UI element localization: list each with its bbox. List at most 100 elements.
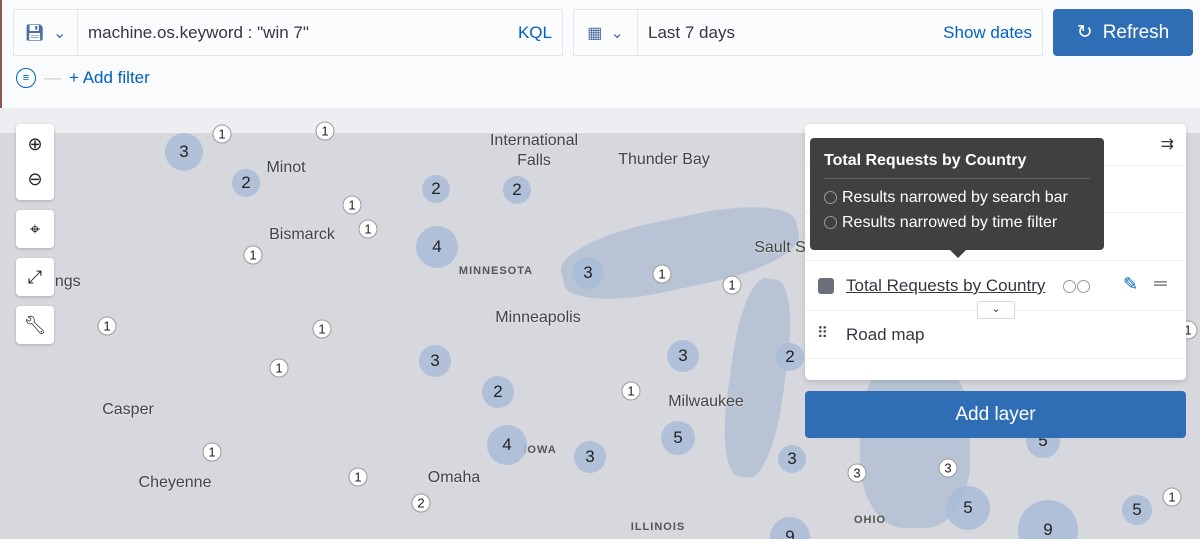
cluster-count[interactable]: 9	[1043, 520, 1053, 539]
save-icon: 💾︎	[24, 24, 45, 42]
cluster-count[interactable]: 3	[938, 458, 958, 478]
cluster-count[interactable]: 5	[673, 428, 683, 447]
cluster-circle[interactable]	[574, 441, 606, 473]
clock-icon	[824, 216, 837, 229]
cluster-count[interactable]: 2	[785, 347, 795, 366]
cluster-circle[interactable]	[776, 343, 804, 371]
city-label: Thunder Bay	[618, 151, 710, 168]
cluster-circle[interactable]	[946, 486, 990, 530]
cluster-count[interactable]: 1	[652, 264, 672, 284]
city-label: International	[489, 132, 579, 149]
cluster-circle[interactable]	[487, 425, 527, 465]
layer-name[interactable]: Total Requests by Country	[846, 276, 1046, 295]
tooltip-line: Results narrowed by time filter	[842, 214, 1058, 231]
cluster-circle[interactable]	[1122, 495, 1152, 525]
cluster-count[interactable]: 1	[243, 245, 263, 265]
city-label: Milwaukee	[668, 393, 744, 410]
cluster-count[interactable]: 1	[621, 381, 641, 401]
cluster-circle[interactable]	[503, 176, 531, 204]
cluster-circle[interactable]	[661, 421, 695, 455]
cluster-count[interactable]: 3	[585, 447, 595, 466]
cluster-count[interactable]: 2	[411, 493, 431, 513]
time-picker: ▦ ⌄ Last 7 days Show dates	[573, 9, 1043, 56]
city-label: Omaha	[427, 469, 481, 486]
search-bar: 💾︎ ⌄ machine.os.keyword : "win 7" KQL	[13, 9, 563, 56]
cluster-circle[interactable]	[419, 345, 451, 377]
cluster-count[interactable]: 4	[432, 237, 442, 256]
cluster-count[interactable]: 2	[241, 173, 251, 192]
state-label: IOWA	[523, 444, 557, 456]
fullscreen-icon: ⤢	[27, 266, 43, 287]
cluster-count[interactable]: 1	[212, 124, 232, 144]
cluster-count[interactable]: 1	[358, 219, 378, 239]
cluster-count[interactable]: 3	[678, 346, 688, 365]
cluster-circle[interactable]	[232, 169, 260, 197]
cluster-count[interactable]: 5	[963, 498, 973, 517]
layer-row[interactable]: Total Requests by Country ✎ ═ ⌄	[805, 261, 1186, 319]
cluster-count[interactable]: 3	[430, 351, 440, 370]
cluster-count[interactable]: 2	[493, 382, 503, 401]
cluster-count[interactable]: 3	[787, 449, 797, 468]
cluster-count[interactable]: 1	[722, 275, 742, 295]
cluster-count[interactable]: 4	[502, 435, 512, 454]
cluster-count[interactable]: 1	[97, 316, 117, 336]
locate-button[interactable]: ⌖	[16, 210, 54, 248]
filter-icon[interactable]: ≡	[16, 68, 36, 88]
cluster-count[interactable]: 3	[847, 463, 867, 483]
fullscreen-button[interactable]: ⤢	[16, 258, 54, 296]
city-label: Falls	[517, 152, 551, 169]
filter-row: ≡ — + Add filter	[16, 68, 150, 88]
expand-toggle[interactable]: ⌄	[977, 301, 1015, 319]
cluster-count[interactable]: 1	[1162, 487, 1182, 507]
cluster-count[interactable]: 1	[348, 467, 368, 487]
quick-time-button[interactable]: ▦ ⌄	[574, 10, 638, 55]
cluster-count[interactable]: 1	[269, 358, 289, 378]
cluster-count[interactable]: 1	[315, 121, 335, 141]
cluster-count[interactable]: 5	[1132, 500, 1142, 519]
cluster-circle[interactable]	[572, 257, 604, 289]
show-dates-button[interactable]: Show dates	[943, 22, 1032, 42]
layer-row[interactable]: ⠿ Road map	[805, 311, 1186, 359]
zoom-controls: ⊕ ⊖	[16, 124, 54, 200]
time-range[interactable]: Last 7 days	[648, 22, 735, 42]
zoom-in-icon[interactable]: ⊕	[27, 134, 43, 154]
query-language-button[interactable]: KQL	[517, 22, 552, 42]
cluster-count[interactable]: 1	[202, 442, 222, 462]
add-filter-button[interactable]: + Add filter	[69, 68, 150, 87]
cluster-circle[interactable]	[422, 175, 450, 203]
cluster-count[interactable]: 9	[785, 527, 795, 539]
calendar-icon: ▦	[587, 24, 603, 42]
cluster-count[interactable]: 2	[512, 180, 522, 199]
cluster-circle[interactable]	[667, 340, 699, 372]
add-layer-button[interactable]: Add layer	[805, 391, 1186, 438]
search-filter-icon	[824, 191, 837, 204]
chevron-down-icon: ⌄	[52, 24, 67, 42]
layer-row	[805, 213, 1186, 261]
query-bar: 💾︎ ⌄ machine.os.keyword : "win 7" KQL ▦ ⌄ …	[0, 0, 1200, 108]
drag-handle-icon[interactable]: ═	[1154, 273, 1167, 293]
saved-query-button[interactable]: 💾︎ ⌄	[14, 10, 78, 55]
cluster-circle[interactable]	[770, 517, 810, 539]
cluster-circle[interactable]	[482, 376, 514, 408]
refresh-button[interactable]: ↻ Refresh	[1053, 9, 1193, 56]
cluster-circle[interactable]	[416, 226, 458, 268]
collapse-panel-icon[interactable]: ⇉	[1160, 136, 1174, 153]
query-input[interactable]: machine.os.keyword : "win 7"	[88, 22, 309, 42]
cluster-count[interactable]: 3	[583, 263, 593, 282]
cluster-circle[interactable]	[165, 133, 203, 171]
cluster-count[interactable]: 2	[431, 179, 441, 198]
edit-layer-icon[interactable]: ✎	[1123, 274, 1139, 294]
cluster-count[interactable]: 1	[312, 319, 332, 339]
city-label: Casper	[102, 401, 154, 418]
layer-color-swatch	[818, 278, 834, 294]
cluster-count[interactable]: 1	[342, 195, 362, 215]
cluster-count[interactable]: 5	[1038, 431, 1048, 450]
layer-name[interactable]: Road map	[846, 325, 925, 344]
tooltip-line: Results narrowed by search bar	[842, 189, 1068, 206]
cluster-count[interactable]: 3	[179, 142, 189, 161]
cluster-circle[interactable]	[778, 445, 806, 473]
zoom-out-icon[interactable]: ⊖	[27, 169, 43, 189]
tools-button[interactable]: 🔧︎	[16, 306, 54, 344]
city-label: Bismarck	[269, 226, 335, 243]
refresh-icon: ↻	[1076, 22, 1093, 43]
